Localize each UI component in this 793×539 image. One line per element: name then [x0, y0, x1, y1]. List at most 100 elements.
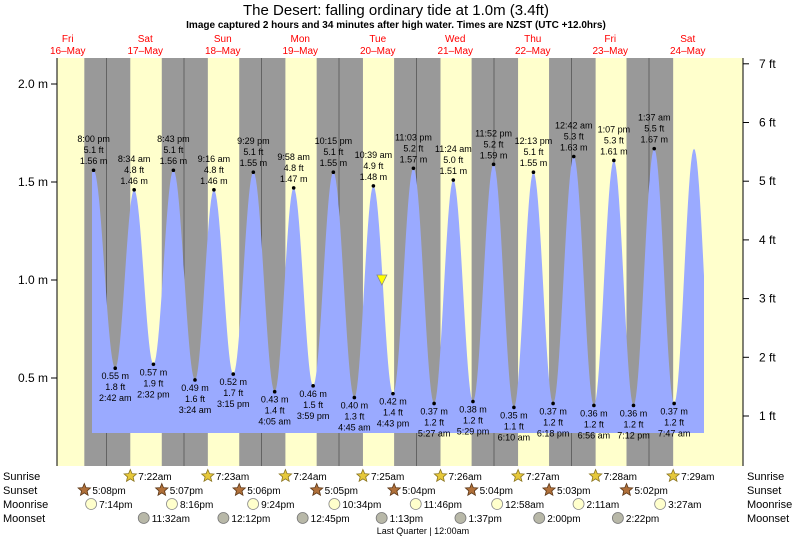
high-tide-time-label: 10:15 pm [315, 136, 353, 146]
low-tide-meters-label: 0.49 m [181, 383, 209, 393]
sunrise-icon [123, 468, 138, 483]
high-tide-point [531, 170, 536, 174]
sunset-time: 5:03pm [557, 486, 590, 497]
low-tide-meters-label: 0.37 m [539, 406, 567, 416]
sunrise-time: 7:22am [138, 472, 171, 483]
moonrise-time: 8:16pm [180, 500, 213, 511]
high-tide-time-label: 1:07 pm [598, 124, 631, 134]
low-tide-point [352, 395, 357, 400]
sunset-icon [386, 482, 402, 497]
moonrise-icon [166, 498, 178, 510]
high-tide-time-label: 10:39 am [355, 150, 393, 160]
day-name-label: Sat [138, 34, 153, 45]
high-tide-feet-label: 5.1 ft [163, 145, 184, 155]
low-tide-point [311, 384, 315, 388]
low-tide-time-label: 4:43 pm [377, 419, 410, 429]
low-tide-point [151, 362, 156, 367]
moonset-time: 12:12pm [231, 514, 270, 525]
high-tide-point [451, 178, 456, 182]
low-tide-time-label: 2:32 pm [137, 389, 170, 399]
high-tide-meters-label: 1.55 m [520, 158, 548, 168]
high-tide-point [571, 154, 576, 159]
high-tide-feet-label: 5.1 ft [523, 147, 544, 157]
moonset-time: 1:37pm [468, 514, 501, 525]
high-tide-feet-label: 5.1 ft [323, 147, 344, 157]
moonset-icon [533, 512, 546, 524]
low-tide-meters-label: 0.37 m [420, 406, 448, 416]
high-tide-point [612, 158, 616, 163]
low-tide-meters-label: 0.55 m [101, 371, 129, 381]
low-tide-meters-label: 0.46 m [299, 389, 327, 399]
low-tide-point [231, 372, 236, 376]
low-tide-meters-label: 0.52 m [219, 377, 247, 387]
day-name-label: Fri [62, 34, 74, 45]
day-name-label: Wed [445, 34, 465, 45]
high-tide-time-label: 8:00 pm [77, 134, 110, 144]
high-tide-point [371, 184, 376, 188]
right-tick-label: 1 ft [759, 409, 776, 423]
moonset-icon [611, 512, 624, 524]
low-tide-feet-label: 1.7 ft [223, 388, 244, 398]
row-label-left: Moonset [3, 513, 45, 525]
sunset-time: 5:02pm [635, 486, 668, 497]
low-tide-point [592, 403, 596, 408]
high-tide-point [251, 170, 256, 174]
high-tide-point [91, 168, 96, 173]
high-tide-feet-label: 4.8 ft [204, 165, 225, 175]
high-tide-point [212, 188, 216, 192]
high-tide-time-label: 11:24 am [435, 144, 472, 154]
low-tide-time-label: 5:29 pm [457, 427, 490, 437]
low-tide-point [631, 403, 636, 408]
sunrise-icon [666, 468, 681, 483]
axes: 0.5 m 1.0 m 1.5 m 2.0 m 1 ft 2 ft 3 ft 4 ft 5 ft… [18, 57, 776, 466]
high-tide-point [491, 162, 496, 167]
sunrise-icon [278, 468, 293, 483]
row-label-left: Sunrise [3, 471, 40, 483]
chart-title: The Desert: falling ordinary tide at 1.0… [243, 2, 549, 19]
sunset-time: 5:05pm [325, 486, 358, 497]
sunrise-time: 7:27am [526, 472, 559, 483]
day-date-label: 21–May [437, 46, 473, 57]
low-tide-feet-label: 1.3 ft [344, 412, 365, 422]
high-tide-meters-label: 1.56 m [80, 156, 108, 166]
low-tide-meters-label: 0.36 m [620, 408, 648, 418]
high-tide-meters-label: 1.59 m [480, 150, 508, 160]
moonset-icon [454, 512, 467, 524]
low-tide-time-label: 7:12 pm [617, 430, 650, 440]
row-label-right: Moonrise [747, 499, 792, 511]
low-tide-point [512, 405, 516, 410]
low-tide-point [193, 378, 197, 382]
moonrise-time: 9:24pm [261, 500, 294, 511]
low-tide-point [551, 401, 555, 406]
left-tick-label: 1.5 m [18, 175, 48, 189]
moonrise-icon [328, 498, 341, 510]
day-date-label: 20–May [360, 46, 396, 57]
day-name-label: Thu [524, 34, 541, 45]
row-label-left: Sunset [3, 485, 37, 497]
high-tide-feet-label: 5.3 ft [564, 132, 585, 142]
sunrise-icon [433, 468, 448, 483]
high-tide-feet-label: 4.9 ft [363, 161, 384, 171]
tide-base [92, 432, 704, 433]
sunrise-icon [200, 468, 215, 483]
high-tide-feet-label: 5.0 ft [443, 155, 464, 165]
low-tide-feet-label: 1.8 ft [105, 382, 126, 392]
high-tide-feet-label: 5.3 ft [604, 135, 625, 145]
row-label-right: Sunset [747, 485, 781, 497]
day-name-label: Sat [680, 34, 695, 45]
high-tide-meters-label: 1.46 m [120, 176, 148, 186]
tide-labels: 8:00 pm5.1 ft1.56 m0.55 m1.8 ft2:42 am8:… [77, 113, 690, 443]
low-tide-time-label: 2:42 am [99, 393, 132, 403]
right-tick-label: 6 ft [759, 116, 776, 130]
sunset-time: 5:08pm [92, 486, 125, 497]
day-date-label: 23–May [592, 46, 628, 57]
low-tide-meters-label: 0.35 m [500, 410, 528, 420]
low-tide-time-label: 7:47 am [658, 428, 691, 438]
sunrise-time: 7:29am [681, 472, 714, 483]
low-tide-feet-label: 1.2 ft [623, 419, 644, 429]
high-tide-meters-label: 1.67 m [640, 135, 668, 145]
moonrise-time: 12:58am [505, 500, 544, 511]
moonrise-time: 10:34pm [342, 500, 381, 511]
low-tide-meters-label: 0.42 m [379, 397, 407, 407]
moonset-icon [137, 512, 150, 524]
